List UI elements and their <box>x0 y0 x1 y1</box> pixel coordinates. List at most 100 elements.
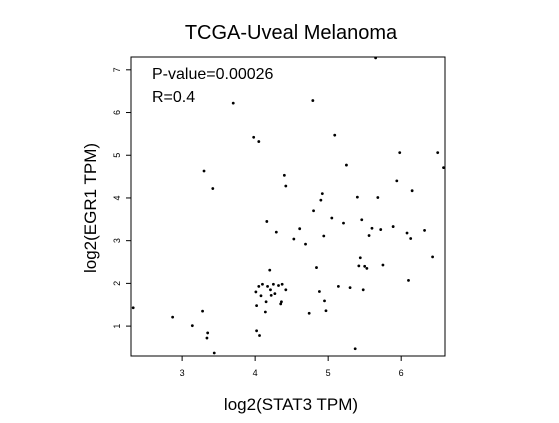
data-point <box>190 324 194 328</box>
data-point <box>206 331 210 335</box>
data-point <box>355 195 359 199</box>
data-point <box>269 288 272 292</box>
data-point <box>201 309 204 313</box>
data-point <box>257 284 261 288</box>
data-point <box>315 266 318 269</box>
data-point <box>211 187 215 190</box>
data-point <box>398 151 402 155</box>
data-point <box>391 225 395 228</box>
r-annotation: R=0.4 <box>152 89 195 106</box>
data-point <box>431 255 434 259</box>
data-point <box>265 220 269 223</box>
data-point <box>322 234 326 238</box>
data-point <box>365 267 369 270</box>
data-point <box>266 284 269 288</box>
data-point <box>271 282 275 286</box>
y-axis-label: log2(EGR1 TPM) <box>81 143 100 273</box>
data-point <box>358 256 362 260</box>
data-point <box>255 304 258 307</box>
data-point <box>333 133 337 137</box>
data-point <box>205 336 209 340</box>
y-tick-label: 2 <box>112 281 122 286</box>
p-value-annotation: P-value=0.00026 <box>152 66 274 83</box>
data-point <box>395 179 399 183</box>
y-tick-label: 7 <box>112 67 122 72</box>
data-point <box>324 309 328 313</box>
data-point <box>280 300 283 304</box>
data-point <box>255 329 258 333</box>
y-tick-label: 5 <box>112 153 122 158</box>
data-point <box>407 278 410 282</box>
data-point <box>363 264 367 268</box>
data-point <box>353 347 357 351</box>
plot-frame <box>130 56 446 357</box>
data-point <box>298 227 302 231</box>
data-point <box>268 268 272 272</box>
data-point <box>261 282 264 286</box>
data-point <box>345 163 348 167</box>
data-point <box>367 234 371 237</box>
data-point <box>254 290 258 294</box>
data-point <box>252 135 256 139</box>
data-point <box>258 334 261 337</box>
x-tick-label: 5 <box>326 368 331 378</box>
data-point <box>370 226 374 230</box>
data-point <box>320 192 324 196</box>
data-point <box>231 101 235 105</box>
data-point <box>273 292 277 296</box>
data-point <box>381 263 385 267</box>
data-point <box>311 99 315 102</box>
data-point <box>410 189 414 193</box>
data-point <box>292 237 296 241</box>
data-point <box>405 231 409 235</box>
data-point <box>348 286 352 290</box>
data-point <box>323 299 326 303</box>
data-point <box>212 351 216 355</box>
data-point <box>282 173 286 177</box>
data-point <box>284 288 288 292</box>
data-point <box>263 310 267 314</box>
data-point <box>171 315 175 319</box>
data-point <box>330 216 334 220</box>
data-point <box>277 284 280 287</box>
y-tick-label: 4 <box>112 195 122 200</box>
data-point <box>442 166 445 170</box>
data-point <box>264 300 268 304</box>
chart-title: TCGA-Uveal Melanoma <box>185 22 398 44</box>
data-point <box>259 294 263 298</box>
y-tick-label: 1 <box>112 324 122 329</box>
data-points <box>131 56 445 355</box>
y-axis: 1 2 3 4 5 6 7 <box>112 67 131 329</box>
data-point <box>318 290 321 293</box>
data-point <box>257 140 261 143</box>
data-point <box>312 209 315 213</box>
x-tick-label: 3 <box>180 368 185 378</box>
x-axis-label: log2(STAT3 TPM) <box>224 395 358 414</box>
data-point <box>436 151 440 155</box>
data-point <box>361 288 365 292</box>
data-point <box>284 184 288 188</box>
data-point <box>131 306 135 310</box>
data-point <box>304 242 307 246</box>
x-tick-label: 4 <box>253 368 258 378</box>
data-point <box>336 284 340 288</box>
x-tick-label: 6 <box>399 368 404 378</box>
data-point <box>280 282 284 286</box>
y-tick-label: 6 <box>112 110 122 115</box>
data-point <box>360 218 364 222</box>
x-axis: 3 4 5 6 <box>180 356 404 378</box>
data-point <box>279 302 283 306</box>
data-point <box>274 230 278 234</box>
data-point <box>423 229 426 232</box>
data-point <box>307 311 311 315</box>
data-point <box>379 228 383 231</box>
y-tick-label: 3 <box>112 238 122 243</box>
data-point <box>376 196 380 199</box>
data-point <box>357 264 361 268</box>
data-point <box>202 169 206 173</box>
data-point <box>342 221 345 225</box>
data-point <box>319 198 323 202</box>
data-point <box>374 56 378 60</box>
data-point <box>269 293 273 297</box>
